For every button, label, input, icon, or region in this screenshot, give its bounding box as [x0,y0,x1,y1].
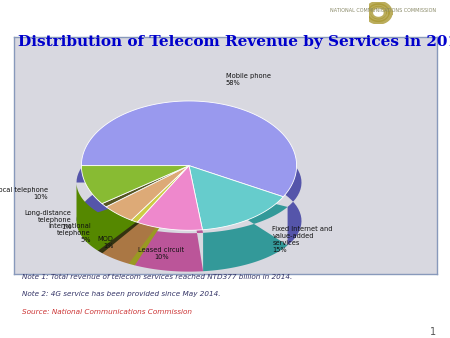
Polygon shape [129,183,189,265]
Text: Fixed Internet and
value-added
services
15%: Fixed Internet and value-added services … [272,226,333,253]
Text: Long-distance
telephone
1%: Long-distance telephone 1% [25,210,72,230]
Text: Leased circuit
10%: Leased circuit 10% [138,247,184,260]
Text: MOD
1%: MOD 1% [98,236,113,249]
Polygon shape [81,101,297,197]
Text: 1: 1 [430,327,436,337]
Polygon shape [131,166,189,222]
Text: Source: National Communications Commission: Source: National Communications Commissi… [22,309,193,315]
Text: NATIONAL COMMUNICATIONS COMMISSION: NATIONAL COMMUNICATIONS COMMISSION [330,8,436,14]
Polygon shape [102,166,189,207]
Polygon shape [106,166,189,220]
Polygon shape [135,183,203,272]
Polygon shape [137,166,202,230]
Polygon shape [76,183,189,251]
Text: Note 2: 4G service has been provided since May 2014.: Note 2: 4G service has been provided sin… [22,291,221,297]
Text: Local telephone
10%: Local telephone 10% [0,187,48,200]
Polygon shape [189,183,288,271]
Polygon shape [98,183,189,253]
Polygon shape [102,183,189,264]
Text: Note 1: Total revenue of telecom services reached NTD377 billion in 2014.: Note 1: Total revenue of telecom service… [22,274,293,280]
Text: Mobile phone
58%: Mobile phone 58% [226,73,271,86]
Polygon shape [189,166,284,230]
Text: Distribution of Telecom Revenue by Services in 2014: Distribution of Telecom Revenue by Servi… [18,35,450,49]
Polygon shape [81,166,189,203]
Text: International
telephone
5%: International telephone 5% [48,222,91,243]
Polygon shape [76,132,302,245]
